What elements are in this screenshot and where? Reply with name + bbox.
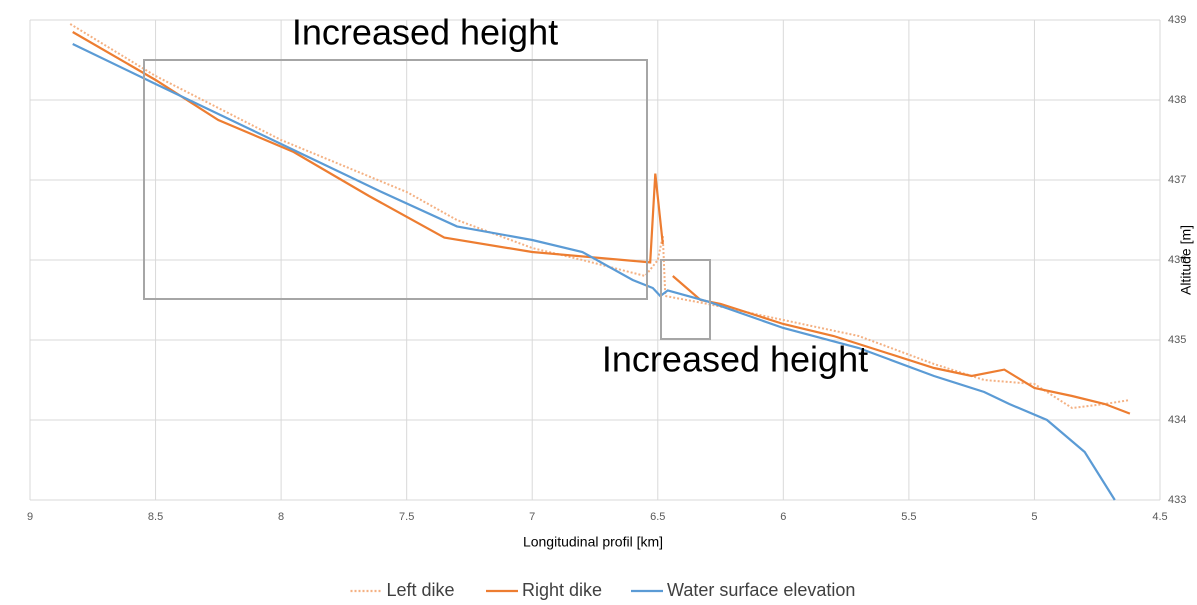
series-line	[72, 43, 1116, 501]
x-tick-label: 9	[27, 511, 33, 523]
highlight-box	[660, 259, 711, 340]
y-tick-label: 439	[1168, 14, 1186, 26]
y-tick-label: 437	[1168, 174, 1186, 186]
annotation: Increased height	[602, 339, 868, 380]
series-line	[69, 23, 1131, 410]
x-tick-label: 5.5	[901, 511, 916, 523]
x-tick-label: 6	[780, 511, 786, 523]
legend-label: Right dike	[522, 580, 602, 600]
y-axis-title: Altitude [m]	[1178, 225, 1194, 295]
x-axis-title: Longitudinal profil [km]	[523, 534, 663, 550]
x-tick-label: 6.5	[650, 511, 665, 523]
plot-area: 433 434 435 436 437 438 439 9 8.5 8 7.5 7 6.5 6 5.5 5 4.…	[27, 14, 1186, 523]
x-tick-label: 4.5	[1152, 511, 1167, 523]
y-tick-label: 435	[1168, 334, 1186, 346]
x-tick-label: 8	[278, 511, 284, 523]
annotation: Increased height	[292, 12, 558, 53]
legend: Left dike Right dike Water surface elevati…	[350, 580, 855, 600]
x-tick-label: 7.5	[399, 511, 414, 523]
x-tick-label: 8.5	[148, 511, 163, 523]
y-tick-label: 436	[1168, 254, 1186, 266]
highlight-box	[143, 59, 648, 300]
x-tick-label: 5	[1031, 511, 1037, 523]
y-tick-label: 438	[1168, 94, 1186, 106]
x-tick-label: 7	[529, 511, 535, 523]
y-tick-label: 434	[1168, 414, 1186, 426]
legend-label: Water surface elevation	[667, 580, 855, 600]
y-tick-label: 433	[1168, 494, 1186, 506]
legend-label: Left dike	[387, 580, 455, 600]
